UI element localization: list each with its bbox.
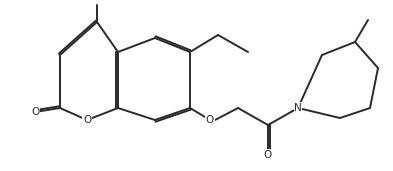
Text: O: O [83, 115, 91, 125]
Text: O: O [31, 107, 39, 117]
Text: O: O [206, 115, 214, 125]
Text: O: O [264, 150, 272, 160]
Text: N: N [294, 103, 302, 113]
